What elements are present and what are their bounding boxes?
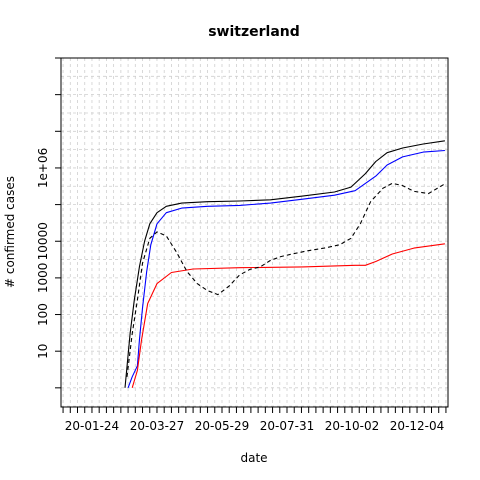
y-axis: 10 100 1000 10000 1e+06 bbox=[36, 57, 61, 389]
series-line-2 bbox=[127, 149, 445, 388]
series-line-1 bbox=[124, 140, 445, 388]
series-line-4 bbox=[126, 182, 446, 377]
grid bbox=[61, 57, 448, 407]
x-tick-label: 20-05-29 bbox=[195, 419, 249, 433]
series-line-3 bbox=[131, 243, 445, 388]
x-tick-label: 20-12-04 bbox=[390, 419, 444, 433]
x-tick-label: 20-01-24 bbox=[65, 419, 119, 433]
plot-frame bbox=[60, 57, 449, 408]
series-layer bbox=[124, 140, 446, 388]
y-tick-label: 10000 bbox=[36, 222, 50, 260]
x-axis: 20-01-24 20-03-27 20-05-29 20-07-31 20-10-02… bbox=[62, 407, 447, 433]
x-tick-label: 20-03-27 bbox=[130, 419, 184, 433]
y-tick-label: 100 bbox=[36, 303, 50, 326]
chart-title: switzerland bbox=[208, 24, 300, 40]
y-tick-label: 1000 bbox=[36, 263, 50, 294]
x-tick-label: 20-07-31 bbox=[260, 419, 314, 433]
y-tick-label: 1e+06 bbox=[36, 148, 50, 188]
y-tick-label: 10 bbox=[36, 344, 50, 359]
x-axis-label: date bbox=[240, 451, 267, 465]
y-axis-label: # confirmed cases bbox=[3, 176, 17, 288]
x-tick-label: 20-10-02 bbox=[325, 419, 379, 433]
